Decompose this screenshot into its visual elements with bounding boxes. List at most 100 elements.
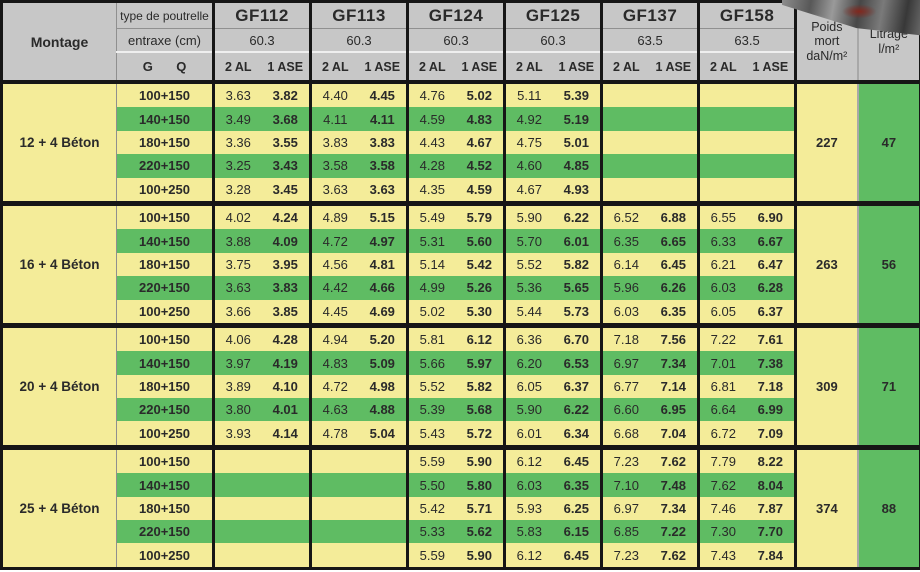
value-1ase: 7.84 [746,543,796,569]
value-1ase [261,444,311,474]
value-2al: 7.22 [697,322,747,352]
table-row: 16 + 4 Béton 100+150 4.02 4.24 4.89 5.15 5.49 5… [1,200,920,326]
value-1ase: 7.14 [649,374,699,399]
col-2al-gf137: 2 AL [600,52,650,82]
value-1ase: 4.83 [455,107,505,131]
gf-entraxe-gf158: 63.5 [697,28,796,53]
gq-row-label: 180+150 [116,130,214,155]
value-2al: 4.78 [309,421,359,448]
value-2al: 4.94 [309,322,359,352]
value-2al: 5.52 [406,374,456,399]
value-1ase: 5.09 [358,351,408,375]
value-1ase: 4.97 [358,229,408,253]
gq-row-label: 100+150 [116,322,214,352]
value-2al: 3.25 [212,154,262,178]
value-1ase [649,79,699,108]
value-2al: 5.66 [406,351,456,375]
value-2al: 4.89 [309,200,359,230]
value-2al [309,473,359,497]
value-1ase: 4.69 [358,299,408,326]
value-2al: 5.31 [406,229,456,253]
value-2al: 5.44 [503,299,553,326]
value-1ase: 6.95 [649,398,699,422]
value-1ase: 4.45 [358,79,408,108]
value-1ase: 6.26 [649,276,699,300]
gq-row-label: 220+150 [116,276,214,300]
litrage-cell: 56 [856,200,920,326]
value-1ase: 7.34 [649,496,699,521]
value-1ase: 6.70 [552,322,602,352]
value-1ase: 7.04 [649,421,699,448]
value-1ase: 4.14 [261,421,311,448]
value-2al: 3.80 [212,398,262,422]
value-1ase: 4.98 [358,374,408,399]
value-1ase: 5.42 [455,252,505,277]
value-1ase: 5.72 [455,421,505,448]
value-2al: 4.72 [309,374,359,399]
value-1ase: 5.20 [358,322,408,352]
value-1ase: 3.55 [261,130,311,155]
gq-row-label: 100+250 [116,421,214,448]
value-2al [212,520,262,544]
value-2al: 7.46 [697,496,747,521]
value-2al: 6.55 [697,200,747,230]
value-1ase: 8.22 [746,444,796,474]
value-1ase: 4.88 [358,398,408,422]
value-2al: 4.83 [309,351,359,375]
table-row: 140+150 3.88 4.09 4.72 4.97 5.31 5.60 5.70 6.01 6… [2,229,920,253]
value-1ase: 6.12 [455,322,505,352]
gf-name-gf112: GF112 [211,1,311,29]
value-1ase: 4.28 [261,322,311,352]
value-2al: 5.36 [503,276,553,300]
value-2al: 6.72 [697,421,747,448]
gq-row-label: 180+150 [116,496,214,521]
value-2al: 4.43 [406,130,456,155]
value-2al: 5.43 [406,421,456,448]
value-2al: 6.14 [600,252,650,277]
value-2al: 6.97 [600,351,650,375]
table-row: 25 + 4 Béton 100+150 5.59 5.90 6.12 6.45 7.23 7… [1,444,920,569]
value-2al: 5.50 [406,473,456,497]
value-1ase [746,79,796,108]
value-1ase: 7.34 [649,351,699,375]
gq-row-label: 100+250 [116,299,214,326]
value-2al: 3.63 [212,276,262,300]
value-1ase: 6.35 [552,473,602,497]
gf-entraxe-gf124: 60.3 [406,28,505,53]
col-1ase-gf158: 1 ASE [746,52,796,82]
value-2al: 6.20 [503,351,553,375]
value-1ase: 5.90 [455,444,505,474]
value-1ase: 5.82 [455,374,505,399]
value-1ase: 5.97 [455,351,505,375]
value-1ase: 5.26 [455,276,505,300]
value-2al [309,520,359,544]
value-2al: 4.42 [309,276,359,300]
gq-row-label: 140+150 [116,351,214,375]
value-2al: 6.68 [600,421,650,448]
value-1ase: 6.35 [649,299,699,326]
value-1ase [358,473,408,497]
value-1ase: 3.85 [261,299,311,326]
litrage-cell: 47 [856,79,920,204]
value-1ase [649,107,699,131]
gq-row-label: 140+150 [116,473,214,497]
gf-entraxe-gf125: 60.3 [503,28,602,53]
value-1ase: 4.10 [261,374,311,399]
montage-cell: 25 + 4 Béton [1,444,117,569]
value-2al: 4.02 [212,200,262,230]
value-1ase: 6.45 [552,543,602,569]
value-1ase: 5.73 [552,299,602,326]
value-2al: 6.05 [503,374,553,399]
value-1ase: 6.01 [552,229,602,253]
gf-name-gf113: GF113 [309,1,408,29]
table-row: 100+250 3.66 3.85 4.45 4.69 5.02 5.30 5.44 5.73 6… [2,299,920,326]
value-1ase: 7.18 [746,374,796,399]
value-1ase: 5.60 [455,229,505,253]
value-1ase: 4.11 [358,107,408,131]
gf-entraxe-gf137: 63.5 [600,28,699,53]
value-2al: 4.99 [406,276,456,300]
value-1ase: 6.53 [552,351,602,375]
value-2al [212,444,262,474]
poids-cell: 263 [794,200,858,326]
litrage-cell: 71 [856,322,920,448]
